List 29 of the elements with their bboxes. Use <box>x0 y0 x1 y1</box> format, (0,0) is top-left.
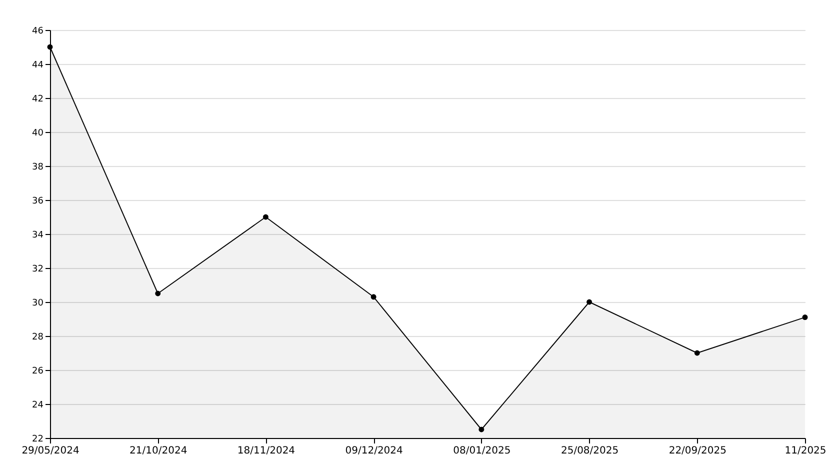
x-tick-label: 09/12/2024 <box>345 446 403 456</box>
x-tick-label: 18/11/2024 <box>237 446 296 456</box>
y-tick-label: 46 <box>32 26 44 36</box>
y-tick-label: 28 <box>32 332 44 342</box>
point <box>262 214 268 220</box>
y-tick-label: 44 <box>32 60 44 70</box>
point <box>155 290 161 296</box>
y-tick-label: 32 <box>32 264 44 274</box>
point <box>47 44 53 50</box>
y-tick-label: 38 <box>32 162 44 172</box>
x-tick-label: 22/09/2025 <box>668 446 726 456</box>
y-tick-label: 36 <box>32 196 44 206</box>
y-tick-label: 30 <box>32 298 44 308</box>
x-tick-label: 08/01/2025 <box>453 446 511 456</box>
x-tick-label: 29/05/2024 <box>22 446 80 456</box>
y-tick-label: 22 <box>32 434 44 444</box>
x-tick-label: 21/10/2024 <box>130 446 188 456</box>
point <box>694 350 700 356</box>
y-tick-label: 42 <box>32 94 44 104</box>
x-tick-label: 25/08/2025 <box>560 446 619 456</box>
y-tick-label: 24 <box>32 400 44 410</box>
point <box>802 314 808 320</box>
y-tick-label: 26 <box>32 366 44 376</box>
point <box>478 426 484 432</box>
point <box>370 294 376 300</box>
x-tick-label: 11/2025 <box>784 446 826 456</box>
point <box>586 299 592 305</box>
y-tick-label: 34 <box>32 230 44 240</box>
y-tick-label: 40 <box>32 128 44 138</box>
